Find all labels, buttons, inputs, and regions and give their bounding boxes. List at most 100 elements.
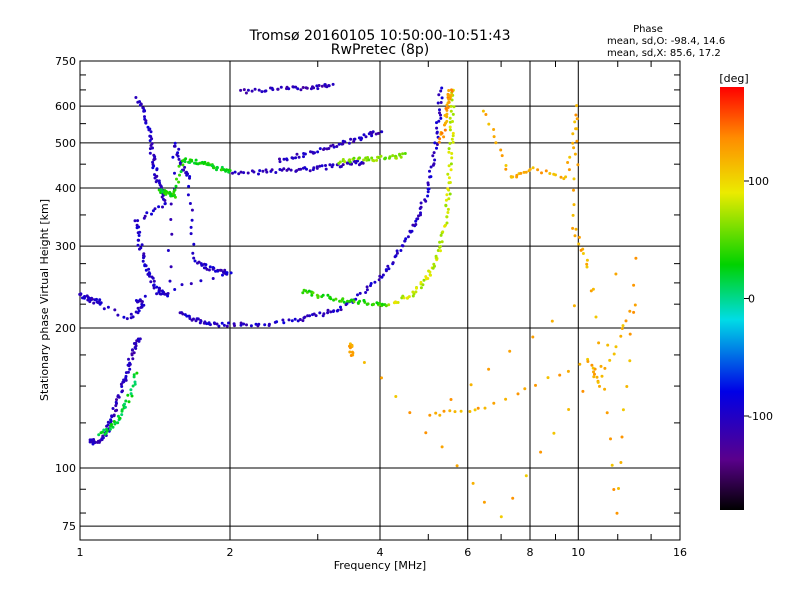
data-point <box>365 158 369 162</box>
data-point <box>109 419 113 423</box>
data-point <box>593 367 597 371</box>
data-point <box>401 152 405 156</box>
data-point <box>160 190 164 194</box>
data-point <box>453 410 457 414</box>
data-point <box>144 268 148 272</box>
data-point <box>134 310 138 314</box>
data-point <box>143 115 146 119</box>
data-point <box>250 89 254 93</box>
data-point <box>572 177 576 181</box>
data-point <box>296 87 300 91</box>
data-point <box>171 192 175 196</box>
data-point <box>391 154 395 158</box>
data-point <box>282 321 286 325</box>
data-point <box>589 289 593 293</box>
data-point <box>367 158 371 162</box>
data-point <box>624 319 628 323</box>
data-point <box>441 230 445 234</box>
data-point <box>101 436 105 440</box>
data-point <box>173 188 177 192</box>
data-point <box>110 414 114 418</box>
data-point <box>278 160 282 164</box>
data-point <box>398 152 401 156</box>
data-point <box>132 373 136 377</box>
data-point <box>142 216 146 220</box>
data-point <box>439 89 443 93</box>
data-point <box>350 162 353 166</box>
data-point <box>492 401 496 405</box>
data-point <box>253 87 257 91</box>
data-point <box>339 165 343 168</box>
data-point <box>326 308 330 312</box>
data-point <box>451 134 455 138</box>
data-point <box>137 234 141 237</box>
data-point <box>468 410 472 413</box>
data-point <box>152 283 156 287</box>
data-point <box>440 445 444 449</box>
data-point <box>447 176 451 180</box>
data-point <box>169 202 173 206</box>
data-point <box>143 264 147 268</box>
data-point <box>225 168 229 172</box>
data-point <box>492 128 496 131</box>
data-point <box>148 151 152 155</box>
data-point <box>476 406 480 410</box>
data-point <box>106 420 110 424</box>
data-point <box>231 171 234 175</box>
data-point <box>548 172 552 175</box>
data-point <box>372 159 376 163</box>
data-point <box>270 168 274 172</box>
data-point <box>205 267 209 271</box>
data-point <box>550 319 554 323</box>
data-point <box>242 88 246 92</box>
data-point <box>531 166 535 170</box>
data-point <box>181 163 185 167</box>
data-point <box>350 298 353 302</box>
data-point <box>188 202 192 205</box>
data-point <box>429 175 433 179</box>
data-point <box>364 291 368 294</box>
data-point <box>106 305 110 309</box>
data-point <box>185 314 189 318</box>
data-point <box>138 247 141 251</box>
data-point <box>303 315 307 319</box>
data-point <box>315 84 319 88</box>
data-point <box>133 382 137 386</box>
data-point <box>451 140 455 144</box>
data-point <box>524 170 528 174</box>
data-point <box>208 323 212 327</box>
data-point <box>524 474 528 478</box>
data-point <box>199 279 203 283</box>
data-point <box>289 168 293 172</box>
data-point <box>447 164 451 168</box>
data-point <box>246 88 250 92</box>
data-point <box>575 139 579 143</box>
data-point <box>312 166 316 170</box>
data-point <box>571 213 575 217</box>
data-point <box>190 218 194 222</box>
data-point <box>293 317 297 321</box>
data-point <box>442 135 446 139</box>
data-point <box>451 120 454 123</box>
data-point <box>225 324 229 328</box>
data-point <box>348 346 352 350</box>
x-axis-label: Frequency [MHz] <box>334 559 426 572</box>
data-point <box>282 167 286 171</box>
plot-layer: 1 2 4 6 8 10 16 75 100 200 300 400 500 600 750 100 0 -100 <box>55 55 773 559</box>
data-point <box>155 168 159 172</box>
data-point <box>263 323 267 327</box>
data-point <box>115 408 119 412</box>
data-point <box>116 394 120 398</box>
data-point <box>279 85 283 89</box>
data-point <box>448 181 452 184</box>
data-point <box>446 106 450 109</box>
data-point <box>267 322 271 326</box>
data-point <box>192 242 196 246</box>
data-point <box>257 322 261 326</box>
data-point <box>242 171 246 175</box>
data-point <box>528 167 532 171</box>
y-tick-label: 400 <box>55 182 76 195</box>
data-point <box>366 302 370 306</box>
data-point <box>352 300 356 304</box>
